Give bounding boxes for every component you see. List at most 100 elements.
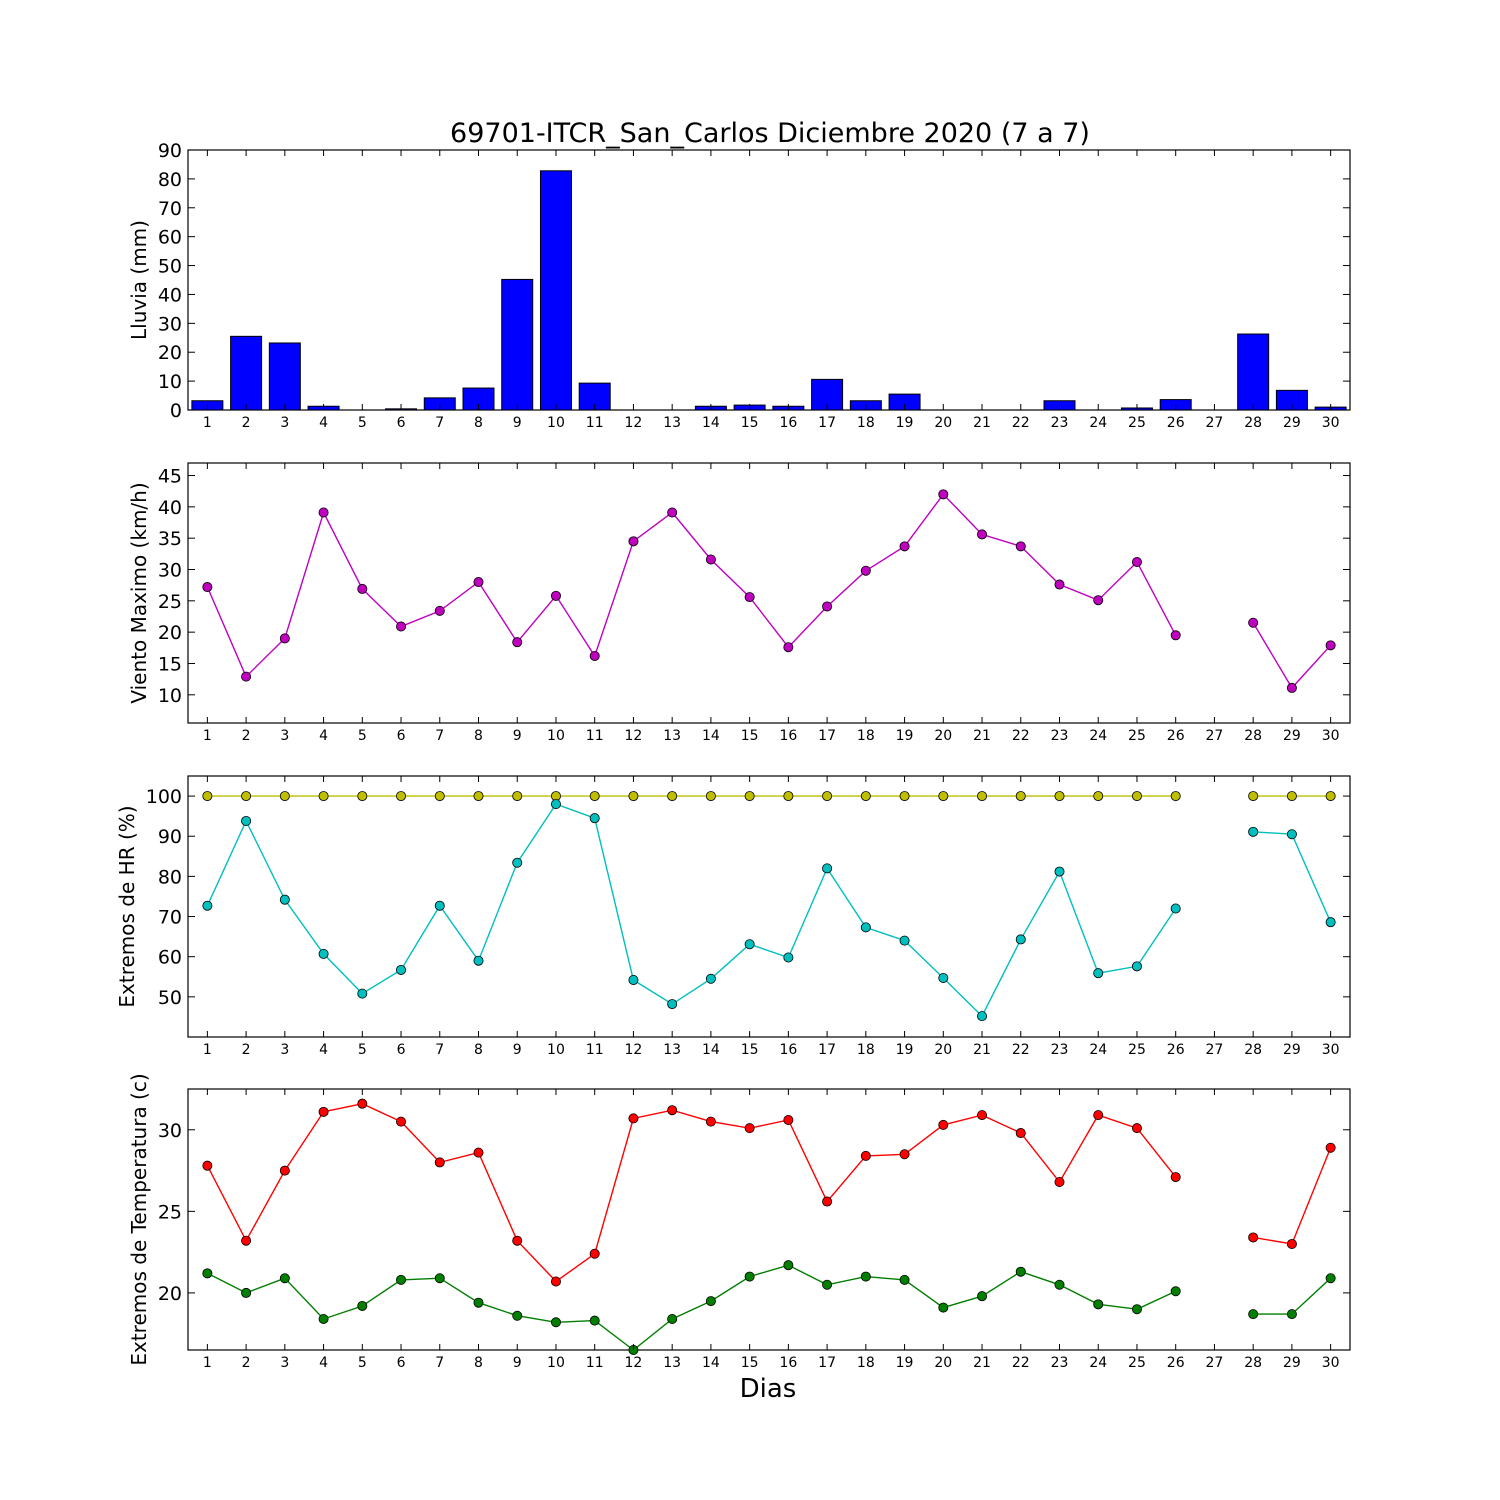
x-tick-label: 11 (586, 1042, 604, 1058)
x-tick-label: 1 (203, 1042, 212, 1058)
y-tick-label: 30 (158, 1120, 182, 1142)
series-2-line-1 (206, 803, 1177, 1018)
series-1-point-day-20 (938, 1119, 949, 1130)
x-tick-label: 2 (242, 1355, 251, 1371)
x-tick-label: 25 (1128, 728, 1146, 744)
y-tick-label: 25 (158, 591, 182, 613)
y-tick-label: 20 (158, 342, 182, 364)
series-2-point-day-14 (705, 1296, 716, 1307)
x-tick-label: 8 (474, 728, 483, 744)
y-tick-label: 25 (158, 1201, 182, 1223)
y-tick-label: 35 (158, 528, 182, 550)
series-1-point-day-29 (1286, 791, 1297, 802)
x-tick-label: 19 (896, 728, 914, 744)
series-1-point-day-15 (744, 791, 755, 802)
series-1-point-day-25 (1131, 556, 1142, 567)
series-2-point-day-5 (357, 1300, 368, 1311)
series-2-point-day-20 (938, 972, 949, 983)
axes-frame (187, 1088, 1351, 1351)
x-tick-label: 1 (203, 728, 212, 744)
series-1-point-day-16 (783, 1114, 794, 1125)
series-1-point-day-10 (550, 590, 561, 601)
x-tick-label: 29 (1283, 1355, 1301, 1371)
series-2-point-day-25 (1131, 1304, 1142, 1315)
series-2-point-day-2 (241, 815, 252, 826)
series-1-point-day-6 (396, 1116, 407, 1127)
series-1-point-day-7 (434, 791, 445, 802)
series-1-point-day-28 (1248, 617, 1259, 628)
series-2-point-day-24 (1093, 968, 1104, 979)
x-tick-label: 26 (1167, 415, 1185, 431)
series-1-point-day-9 (512, 637, 523, 648)
x-tick-label: 24 (1089, 1355, 1107, 1371)
x-tick-label: 15 (741, 728, 759, 744)
series-1-point-day-21 (977, 1110, 988, 1121)
series-1-point-day-1 (202, 791, 213, 802)
x-tick-label: 28 (1244, 1355, 1262, 1371)
x-tick-label: 17 (818, 1355, 836, 1371)
x-tick-label: 3 (280, 1042, 289, 1058)
x-tick-label: 22 (1012, 415, 1030, 431)
series-1-point-day-4 (318, 507, 329, 518)
series-2-point-day-8 (473, 1297, 484, 1308)
series-2-point-day-28 (1248, 1309, 1259, 1320)
x-tick-label: 29 (1283, 415, 1301, 431)
x-tick-label: 2 (242, 415, 251, 431)
series-1-point-day-2 (241, 671, 252, 682)
series-2-point-day-4 (318, 948, 329, 959)
series-2-point-day-19 (899, 1274, 910, 1285)
series-2-point-day-12 (628, 974, 639, 985)
series-2-point-day-21 (977, 1291, 988, 1302)
series-2-point-day-30 (1325, 1273, 1336, 1284)
bar-day-28 (1237, 333, 1270, 411)
x-tick-label: 30 (1322, 728, 1340, 744)
x-tick-label: 10 (547, 415, 565, 431)
bar-day-10 (539, 170, 572, 411)
series-2-line-1 (207, 1264, 1176, 1351)
series-1-point-day-12 (628, 1113, 639, 1124)
series-1-point-day-21 (977, 791, 988, 802)
x-tick-label: 8 (474, 415, 483, 431)
x-tick-label: 21 (973, 728, 991, 744)
series-2-point-day-1 (202, 900, 213, 911)
series-2-point-day-28 (1248, 826, 1259, 837)
series-2-point-day-7 (434, 1273, 445, 1284)
x-tick-label: 26 (1167, 1355, 1185, 1371)
series-2-point-day-25 (1131, 961, 1142, 972)
series-2-point-day-16 (783, 952, 794, 963)
x-tick-label: 11 (586, 415, 604, 431)
series-1-point-day-8 (473, 791, 484, 802)
series-2-point-day-17 (822, 863, 833, 874)
x-tick-label: 4 (319, 1042, 328, 1058)
x-tick-label: 13 (663, 1355, 681, 1371)
series-1-point-day-6 (396, 791, 407, 802)
series-2-point-day-18 (860, 1271, 871, 1282)
series-1-point-day-14 (705, 554, 716, 565)
x-tick-label: 12 (625, 728, 643, 744)
series-1-point-day-16 (783, 642, 794, 653)
x-tick-label: 8 (474, 1042, 483, 1058)
y-tick-label: 90 (158, 140, 182, 162)
y-tick-label: 40 (158, 497, 182, 519)
series-1-point-day-9 (512, 791, 523, 802)
x-tick-label: 11 (586, 1355, 604, 1371)
x-tick-label: 5 (358, 728, 367, 744)
x-tick-label: 25 (1128, 1042, 1146, 1058)
series-1-point-day-19 (899, 791, 910, 802)
series-2-point-day-9 (512, 857, 523, 868)
x-tick-label: 12 (625, 1042, 643, 1058)
series-1-point-day-17 (822, 791, 833, 802)
y-tick-label: 10 (158, 371, 182, 393)
x-tick-label: 24 (1089, 728, 1107, 744)
series-1-point-day-28 (1248, 791, 1259, 802)
x-tick-label: 18 (857, 1355, 875, 1371)
series-1-point-day-25 (1131, 1123, 1142, 1134)
series-1-point-day-18 (860, 1150, 871, 1161)
series-1-point-day-24 (1093, 595, 1104, 606)
series-2-point-day-18 (860, 922, 871, 933)
x-tick-label: 10 (547, 1355, 565, 1371)
x-tick-label: 30 (1322, 1042, 1340, 1058)
series-2-point-day-11 (589, 1315, 600, 1326)
